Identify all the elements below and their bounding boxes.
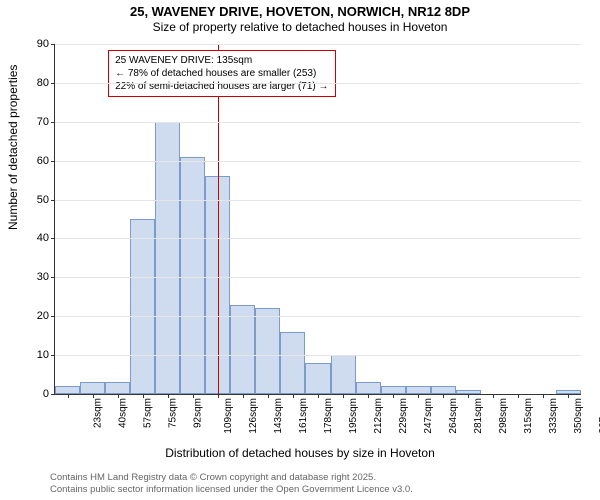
y-tick-label: 60 [37,155,49,167]
x-tick-mark [443,394,444,398]
x-tick-label: 126sqm [248,398,259,434]
y-tick-mark [51,316,55,317]
x-tick-label: 178sqm [323,398,334,434]
x-tick-label: 247sqm [423,398,434,434]
x-axis-label: Distribution of detached houses by size … [0,446,600,460]
gridline [55,277,581,278]
annotation-line2: ← 78% of detached houses are smaller (25… [115,67,328,80]
histogram-bar [155,122,180,394]
x-tick-mark [68,394,69,398]
x-tick-label: 40sqm [117,398,128,428]
x-tick-label: 195sqm [348,398,359,434]
x-tick-mark [293,394,294,398]
y-tick-label: 90 [37,38,49,50]
y-tick-mark [51,277,55,278]
x-tick-label: 161sqm [298,398,309,434]
gridline [55,238,581,239]
x-tick-mark [93,394,94,398]
x-tick-mark [243,394,244,398]
x-tick-label: 143sqm [273,398,284,434]
x-tick-mark [318,394,319,398]
x-tick-label: 23sqm [92,398,103,428]
annotation-box: 25 WAVENEY DRIVE: 135sqm ← 78% of detach… [108,50,335,97]
x-tick-mark [543,394,544,398]
x-tick-mark [193,394,194,398]
y-tick-mark [51,200,55,201]
x-tick-label: 333sqm [548,398,559,434]
y-tick-label: 50 [37,194,49,206]
y-tick-mark [51,122,55,123]
gridline [55,122,581,123]
y-tick-label: 20 [37,310,49,322]
y-tick-mark [51,161,55,162]
y-tick-label: 40 [37,232,49,244]
x-tick-label: 298sqm [498,398,509,434]
gridline [55,44,581,45]
x-tick-label: 281sqm [473,398,484,434]
histogram-bar [381,386,406,394]
histogram-bar [406,386,431,394]
x-tick-mark [493,394,494,398]
gridline [55,200,581,201]
x-tick-mark [343,394,344,398]
x-tick-mark [368,394,369,398]
x-tick-label: 75sqm [167,398,178,428]
y-tick-mark [51,394,55,395]
y-tick-label: 0 [43,388,49,400]
plot-area: 25 WAVENEY DRIVE: 135sqm ← 78% of detach… [54,44,581,395]
x-tick-label: 92sqm [192,398,203,428]
x-tick-mark [418,394,419,398]
attribution: Contains HM Land Registry data © Crown c… [50,472,413,496]
y-tick-mark [51,44,55,45]
x-tick-label: 109sqm [223,398,234,434]
chart-title-line1: 25, WAVENEY DRIVE, HOVETON, NORWICH, NR1… [0,4,600,19]
x-tick-label: 264sqm [448,398,459,434]
gridline [55,355,581,356]
x-tick-mark [168,394,169,398]
y-tick-label: 70 [37,116,49,128]
y-tick-label: 10 [37,349,49,361]
chart-container: 25, WAVENEY DRIVE, HOVETON, NORWICH, NR1… [0,0,600,500]
histogram-bar [105,382,130,394]
annotation-line1: 25 WAVENEY DRIVE: 135sqm [115,54,328,67]
x-tick-label: 57sqm [142,398,153,428]
histogram-bar [180,157,205,394]
x-tick-mark [118,394,119,398]
x-tick-mark [518,394,519,398]
histogram-bar [55,386,80,394]
histogram-bar [130,219,155,394]
attribution-line2: Contains public sector information licen… [50,484,413,496]
gridline [55,83,581,84]
y-tick-label: 80 [37,77,49,89]
histogram-bar [255,308,280,394]
gridline [55,316,581,317]
x-tick-mark [143,394,144,398]
histogram-bar [331,355,356,394]
histogram-bar [431,386,456,394]
x-tick-label: 229sqm [398,398,409,434]
x-tick-label: 315sqm [523,398,534,434]
attribution-line1: Contains HM Land Registry data © Crown c… [50,472,413,484]
y-tick-label: 30 [37,271,49,283]
x-tick-mark [218,394,219,398]
x-tick-mark [268,394,269,398]
x-tick-mark [393,394,394,398]
histogram-bar [356,382,381,394]
y-axis-label: Number of detached properties [6,65,20,230]
x-tick-mark [468,394,469,398]
histogram-bar [280,332,305,394]
gridline [55,161,581,162]
x-tick-label: 350sqm [574,398,585,434]
y-tick-mark [51,238,55,239]
y-tick-mark [51,83,55,84]
x-tick-label: 212sqm [373,398,384,434]
chart-title-line2: Size of property relative to detached ho… [0,20,600,34]
histogram-bar [305,363,330,394]
histogram-bar [230,305,255,394]
y-tick-mark [51,355,55,356]
histogram-bar [80,382,105,394]
x-tick-mark [568,394,569,398]
